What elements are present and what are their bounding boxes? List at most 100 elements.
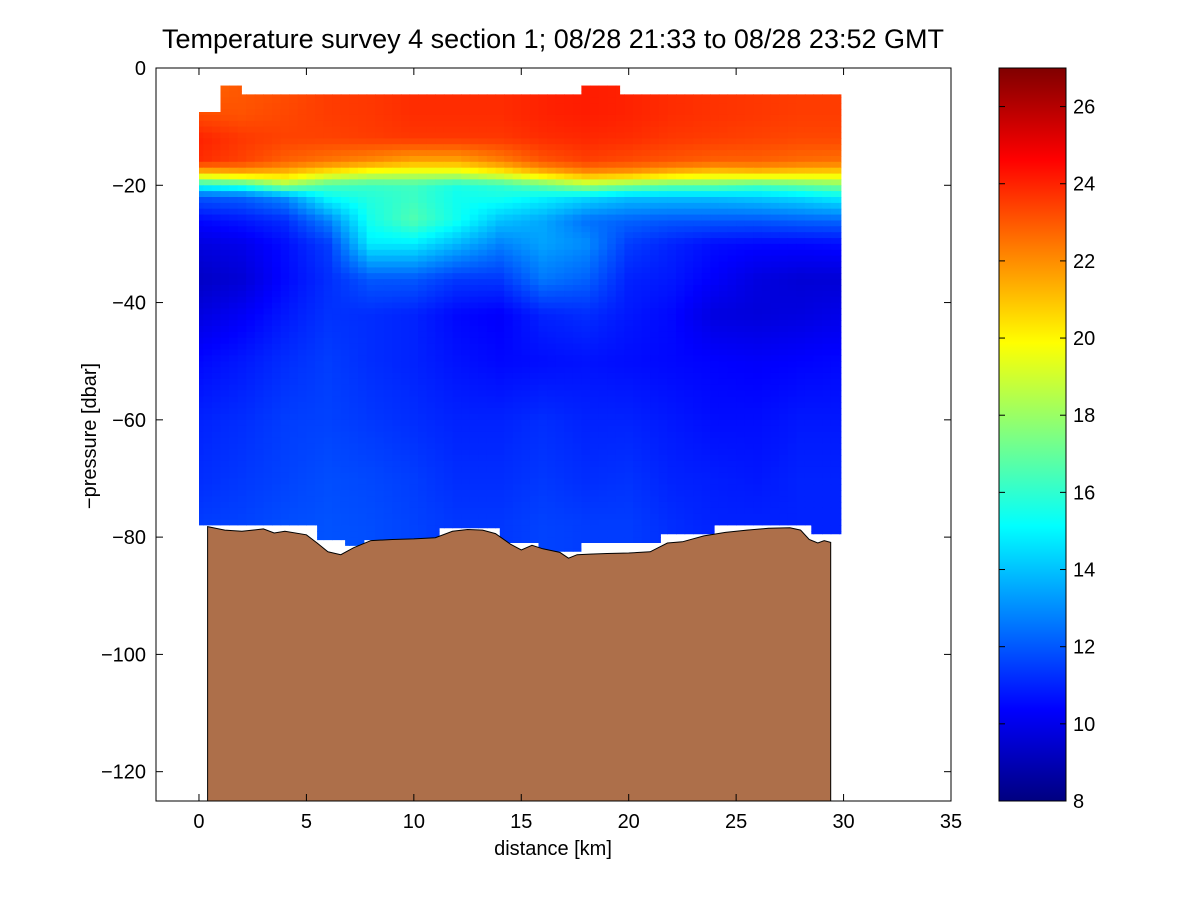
temperature-cell: [676, 431, 686, 439]
temperature-cell: [280, 126, 290, 134]
temperature-cell: [633, 161, 643, 169]
temperature-cell: [830, 167, 840, 175]
temperature-cell: [529, 144, 540, 151]
temperature-cell: [220, 243, 230, 251]
temperature-cell: [607, 337, 617, 345]
temperature-cell: [375, 396, 385, 403]
temperature-cell: [211, 337, 222, 345]
temperature-cell: [504, 132, 514, 139]
temperature-cell: [598, 156, 608, 163]
temperature-cell: [555, 91, 565, 98]
temperature-cell: [400, 273, 411, 280]
temperature-cell: [323, 437, 333, 444]
temperature-cell: [220, 185, 230, 192]
temperature-cell: [426, 331, 436, 339]
temperature-cell: [529, 326, 540, 333]
temperature-cell: [529, 91, 540, 98]
temperature-cell: [383, 367, 393, 374]
temperature-cell: [521, 91, 531, 98]
temperature-cell: [633, 114, 643, 122]
temperature-cell: [830, 378, 840, 386]
temperature-cell: [306, 220, 316, 227]
temperature-cell: [615, 396, 625, 403]
temperature-cell: [564, 132, 574, 139]
temperature-cell: [435, 390, 445, 397]
temperature-cell: [658, 449, 668, 456]
temperature-cell: [263, 161, 273, 169]
temperature-cell: [693, 290, 703, 298]
temperature-cell: [443, 144, 454, 151]
temperature-cell: [237, 97, 247, 104]
temperature-cell: [254, 443, 264, 450]
temperature-cell: [770, 285, 780, 292]
temperature-cell: [358, 273, 368, 280]
temperature-cell: [701, 326, 711, 333]
temperature-cell: [813, 156, 823, 163]
temperature-cell: [237, 455, 247, 462]
temperature-cell: [572, 419, 582, 427]
temperature-cell: [461, 343, 471, 351]
temperature-cell: [555, 355, 565, 362]
temperature-cell: [486, 232, 497, 239]
temperature-cell: [822, 402, 832, 409]
temperature-cell: [547, 156, 557, 163]
temperature-cell: [263, 372, 273, 380]
temperature-cell: [452, 214, 462, 222]
temperature-cell: [598, 290, 608, 298]
temperature-cell: [804, 320, 815, 327]
temperature-cell: [246, 161, 256, 169]
temperature-cell: [366, 378, 376, 386]
temperature-cell: [375, 243, 385, 251]
temperature-cell: [581, 120, 591, 128]
temperature-cell: [813, 167, 823, 175]
temperature-cell: [624, 349, 634, 356]
temperature-cell: [761, 138, 772, 145]
temperature-cell: [349, 132, 359, 139]
temperature-cell: [469, 156, 479, 163]
temperature-cell: [676, 238, 686, 245]
temperature-cell: [615, 249, 625, 257]
temperature-cell: [418, 419, 428, 427]
temperature-cell: [650, 414, 660, 421]
temperature-cell: [839, 97, 842, 104]
temperature-cell: [701, 279, 711, 286]
temperature-cell: [718, 156, 729, 163]
temperature-cell: [358, 208, 368, 216]
temperature-cell: [452, 343, 462, 351]
temperature-cell: [272, 455, 282, 462]
temperature-cell: [590, 273, 600, 280]
temperature-cell: [203, 243, 213, 251]
temperature-cell: [289, 414, 299, 421]
temperature-cell: [658, 185, 668, 192]
temperature-cell: [787, 414, 797, 421]
temperature-cell: [624, 390, 634, 397]
temperature-cell: [684, 255, 694, 263]
temperature-cell: [676, 443, 686, 450]
temperature-cell: [718, 402, 729, 409]
temperature-cell: [701, 185, 711, 192]
temperature-cell: [246, 114, 256, 122]
temperature-cell: [246, 372, 256, 380]
temperature-cell: [263, 279, 273, 286]
temperature-cell: [607, 419, 617, 427]
temperature-cell: [512, 232, 522, 239]
temperature-cell: [736, 302, 746, 310]
temperature-cell: [349, 419, 359, 427]
temperature-cell: [297, 243, 307, 251]
temperature-cell: [658, 396, 668, 403]
temperature-cell: [478, 214, 488, 222]
temperature-cell: [443, 238, 454, 245]
temperature-cell: [787, 419, 797, 427]
temperature-cell: [340, 308, 350, 315]
temperature-cell: [349, 460, 359, 468]
temperature-cell: [555, 349, 565, 356]
temperature-cell: [598, 414, 608, 421]
temperature-cell: [727, 249, 737, 257]
temperature-cell: [555, 273, 565, 280]
temperature-cell: [521, 114, 531, 122]
temperature-cell: [383, 249, 393, 257]
temperature-cell: [254, 308, 264, 315]
temperature-cell: [538, 337, 548, 345]
temperature-cell: [220, 414, 230, 421]
temperature-cell: [452, 279, 462, 286]
